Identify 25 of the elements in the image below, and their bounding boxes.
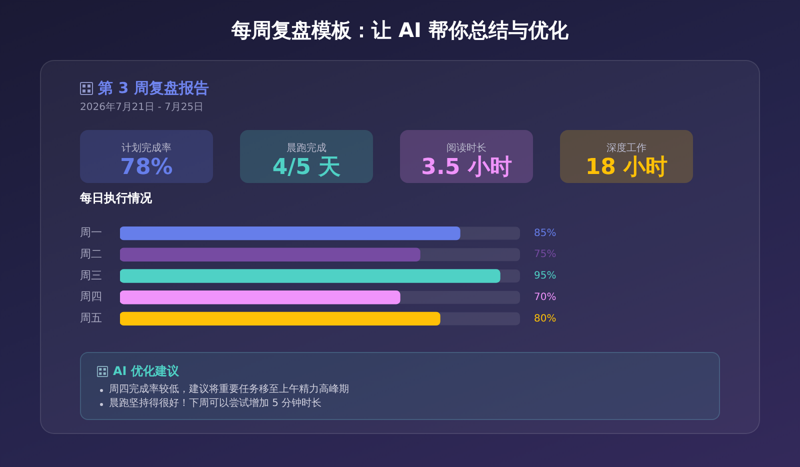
- data-label: 75%: [534, 249, 556, 260]
- category-label: 计划完成率: [120, 142, 172, 155]
- text: 2026年7月21日 - 7月25日: [80, 101, 204, 115]
- text: 第 3 周复盘报告: [98, 78, 209, 98]
- y-tick-label: 周三: [80, 268, 102, 282]
- text: 周四完成率较低，建议将重要任务移至上午精力高峰期: [109, 383, 349, 397]
- data-label: 95%: [534, 270, 556, 282]
- stat-card: 深度工作 18 小时: [560, 130, 693, 183]
- y-tick-label: 周一: [80, 226, 102, 240]
- category-label: 深度工作: [606, 142, 648, 155]
- y-tick-label: 周五: [80, 312, 102, 325]
- category-label: 阅读时长: [446, 142, 488, 155]
- stat-card: 计划完成率 78%: [80, 130, 213, 183]
- category-label: 晨跑完成: [286, 142, 328, 155]
- y-tick-label: 周四: [80, 290, 102, 304]
- chart-title: 每日执行情况: [80, 190, 152, 207]
- data-label: 85%: [534, 228, 556, 239]
- data-label: 70%: [534, 292, 556, 303]
- data-label: 80%: [534, 313, 556, 324]
- stat-card: 阅读时长 3.5 小时: [400, 130, 533, 183]
- text: 晨跑坚持得很好！下周可以尝试增加 5 分钟时长: [109, 397, 322, 411]
- text: AI 优化建议: [113, 363, 179, 379]
- y-tick-label: 周二: [80, 248, 102, 260]
- stat-card: 晨跑完成 4/5 天: [240, 130, 373, 183]
- text: 每周复盘模板：让 AI 帮你总结与优化: [230, 17, 570, 44]
